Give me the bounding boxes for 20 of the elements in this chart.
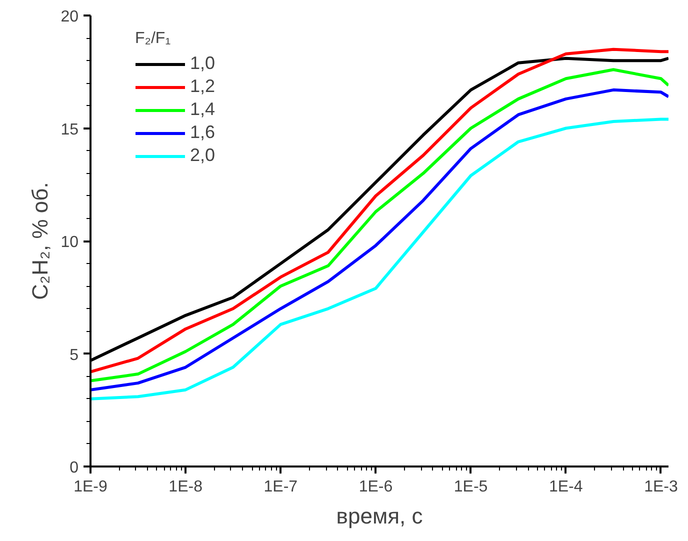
legend-label: 1,0 [190, 53, 216, 74]
x-tick-label: 1E-8 [168, 478, 203, 496]
legend-label: 1,4 [190, 99, 216, 120]
x-tick-label: 1E-4 [548, 478, 583, 496]
x-axis-title: время, с [336, 504, 423, 528]
x-tick-label: 1E-6 [358, 478, 393, 496]
legend-title: F₂/F₁ [135, 30, 172, 48]
x-tick-label: 1E-5 [454, 478, 488, 496]
x-tick-label: 1E-9 [74, 478, 108, 496]
y-tick-label: 15 [60, 121, 79, 138]
y-axis-title: C₂H₂, % об. [28, 182, 53, 300]
legend-label: 1,2 [190, 76, 216, 97]
y-tick-label: 0 [70, 460, 79, 476]
legend-label: 1,6 [190, 122, 216, 143]
y-tick-label: 5 [70, 346, 79, 364]
x-tick-label: 1E-7 [264, 478, 298, 496]
x-tick-label: 1E-3 [644, 478, 678, 496]
y-tick-label: 10 [60, 234, 79, 251]
legend-label: 2,0 [190, 145, 216, 166]
y-tick-label: 20 [60, 8, 79, 26]
